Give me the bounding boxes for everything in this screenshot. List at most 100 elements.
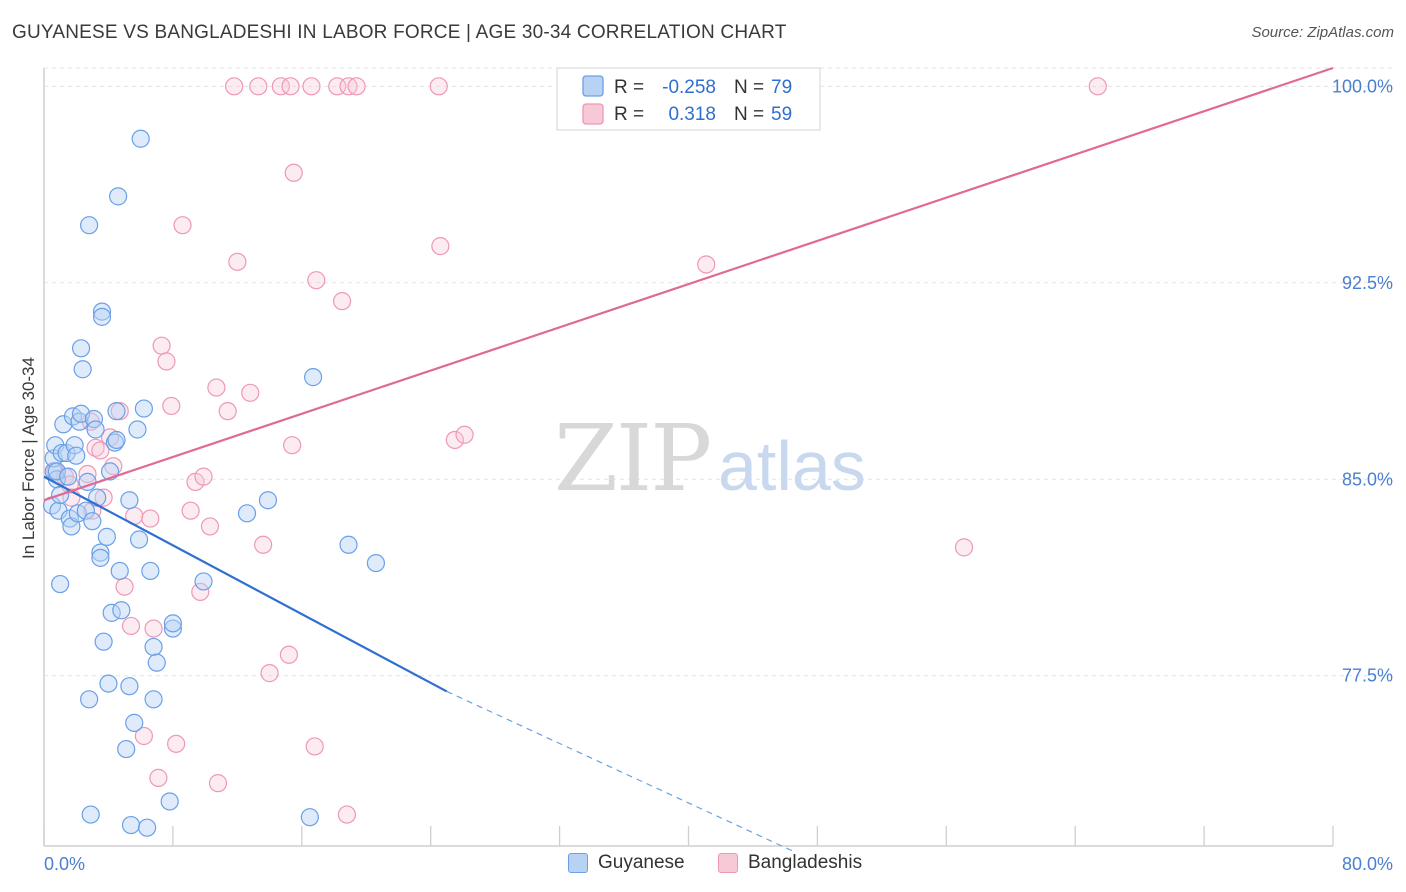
- data-point-bangladeshis: [455, 425, 474, 444]
- data-point-bangladeshis: [91, 441, 110, 460]
- watermark-atlas: atlas: [718, 427, 866, 505]
- trend-line-bangladeshis: [43, 66, 1334, 502]
- trend-line-guyanese: [43, 475, 448, 693]
- data-point-bangladeshis: [271, 77, 290, 96]
- data-point-guyanese: [76, 501, 95, 520]
- data-point-guyanese: [134, 399, 153, 418]
- data-point-bangladeshis: [94, 488, 113, 507]
- data-point-guyanese: [71, 339, 91, 358]
- data-point-guyanese: [366, 553, 386, 573]
- data-point-guyanese: [160, 792, 179, 811]
- data-point-bangladeshis: [305, 737, 324, 756]
- series-guyanese: [42, 129, 386, 837]
- legend-box: R = -0.258 N = 79 R = 0.318 N = 59: [556, 67, 821, 131]
- data-point-bangladeshis: [284, 163, 303, 182]
- trend-line-guyanese-extension: [446, 690, 794, 852]
- legend-swatch-bangladeshis: [582, 103, 604, 125]
- data-point-guyanese: [120, 677, 139, 696]
- data-point-guyanese: [300, 808, 319, 827]
- legend-n-label-guyanese: N =: [734, 77, 764, 98]
- data-point-bangladeshis: [207, 378, 226, 397]
- data-point-bangladeshis: [279, 645, 299, 664]
- data-point-guyanese: [73, 360, 92, 379]
- legend-swatch-guyanese: [582, 75, 604, 97]
- data-point-guyanese: [121, 815, 141, 835]
- data-point-guyanese: [147, 653, 166, 672]
- data-point-guyanese: [120, 491, 139, 510]
- data-point-bangladeshis: [78, 464, 97, 484]
- data-point-bangladeshis: [307, 271, 326, 290]
- data-point-bangladeshis: [228, 252, 247, 271]
- data-point-bangladeshis: [194, 467, 213, 486]
- data-point-guyanese: [81, 805, 100, 824]
- bottom-legend-label-bangladeshis: Bangladeshis: [748, 852, 863, 873]
- data-point-bangladeshis: [144, 619, 163, 638]
- data-point-bangladeshis: [697, 255, 716, 274]
- legend-r-label-guyanese: R =: [614, 77, 644, 98]
- data-point-bangladeshis: [954, 538, 974, 557]
- bottom-legend-guyanese: Guyanese: [568, 852, 685, 874]
- data-point-guyanese: [80, 690, 99, 709]
- trend-lines: [43, 66, 1334, 852]
- legend-n-label-bangladeshis: N =: [734, 104, 764, 125]
- data-point-bangladeshis: [167, 734, 186, 753]
- data-point-bangladeshis: [181, 501, 200, 520]
- legend-n-guyanese: 79: [771, 77, 792, 98]
- y-tick-labels: 77.5% 85.0% 92.5% 100.0%: [1332, 76, 1393, 685]
- data-point-bangladeshis: [1088, 77, 1107, 96]
- data-point-bangladeshis: [104, 457, 123, 476]
- data-point-bangladeshis: [208, 774, 228, 793]
- data-point-bangladeshis: [141, 509, 160, 528]
- data-point-guyanese: [144, 690, 163, 709]
- data-point-guyanese: [131, 129, 150, 148]
- data-point-guyanese: [59, 467, 78, 486]
- data-point-guyanese: [112, 601, 131, 620]
- data-point-guyanese: [125, 713, 144, 732]
- bottom-legend-swatch-bangladeshis: [718, 853, 738, 873]
- data-point-bangladeshis: [200, 517, 220, 536]
- data-point-bangladeshis: [431, 237, 450, 256]
- data-point-bangladeshis: [152, 336, 171, 355]
- data-point-guyanese: [97, 527, 116, 546]
- chart-title: GUYANESE VS BANGLADESHI IN LABOR FORCE |…: [12, 22, 787, 43]
- data-point-guyanese: [88, 488, 107, 507]
- data-point-bangladeshis: [191, 582, 210, 602]
- bottom-legend: Guyanese Bangladeshis: [0, 852, 1406, 878]
- data-point-bangladeshis: [86, 438, 105, 457]
- data-point-bangladeshis: [173, 216, 192, 235]
- data-point-guyanese: [83, 512, 102, 531]
- data-point-guyanese: [258, 491, 278, 510]
- data-point-guyanese: [92, 302, 112, 321]
- data-point-guyanese: [163, 614, 182, 633]
- legend-r-bangladeshis: 0.318: [668, 104, 716, 125]
- data-point-guyanese: [141, 561, 160, 581]
- bottom-legend-label-guyanese: Guyanese: [598, 852, 685, 873]
- data-point-guyanese: [144, 637, 163, 657]
- watermark-zip: ZIP: [554, 405, 710, 512]
- data-point-guyanese: [138, 818, 157, 837]
- data-point-bangladeshis: [249, 77, 268, 96]
- data-point-guyanese: [117, 739, 136, 759]
- data-point-guyanese: [303, 368, 323, 387]
- data-point-guyanese: [67, 446, 86, 465]
- data-point-guyanese: [339, 535, 358, 554]
- data-point-guyanese: [163, 619, 182, 638]
- data-point-bangladeshis: [115, 577, 134, 596]
- data-point-bangladeshis: [241, 383, 260, 402]
- data-point-guyanese: [110, 561, 129, 581]
- bottom-legend-swatch-guyanese: [568, 853, 588, 873]
- y-tick-label: 92.5%: [1342, 273, 1393, 293]
- data-point-bangladeshis: [337, 805, 357, 824]
- data-point-bangladeshis: [254, 535, 273, 554]
- y-axis-label: In Labor Force | Age 30-34: [19, 357, 38, 559]
- data-point-guyanese: [51, 574, 70, 594]
- data-point-guyanese: [107, 430, 126, 450]
- y-tick-label: 77.5%: [1342, 666, 1393, 686]
- data-point-guyanese: [128, 420, 147, 439]
- data-point-bangladeshis: [218, 402, 237, 421]
- data-point-guyanese: [80, 216, 99, 235]
- data-point-bangladeshis: [283, 436, 302, 455]
- data-point-guyanese: [47, 462, 66, 481]
- data-point-guyanese: [99, 674, 118, 693]
- data-point-guyanese: [94, 632, 113, 651]
